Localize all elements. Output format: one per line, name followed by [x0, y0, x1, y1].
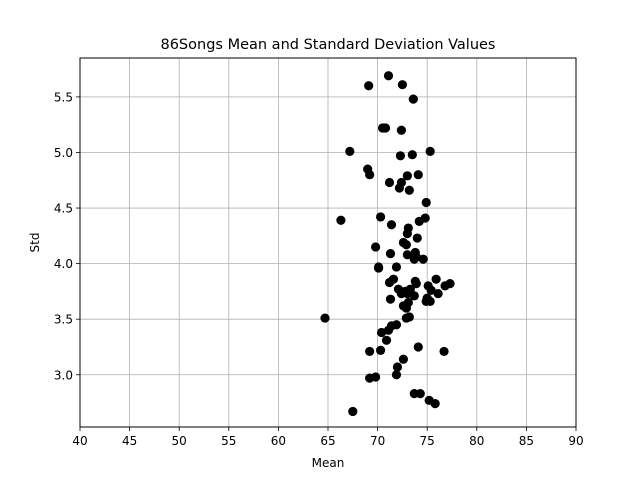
x-tick-label: 90	[568, 434, 583, 448]
scatter-point	[415, 389, 425, 399]
scatter-point	[394, 183, 405, 193]
scatter-point	[348, 406, 358, 417]
scatter-point	[439, 346, 449, 357]
scatter-point	[371, 372, 381, 382]
x-tick-label: 50	[172, 434, 187, 448]
scatter-point	[364, 81, 374, 91]
scatter-point	[383, 71, 394, 81]
y-tick-label: 5.5	[54, 90, 73, 104]
scatter-point	[409, 254, 419, 264]
y-tick-label: 3.0	[54, 368, 73, 382]
scatter-point	[383, 325, 394, 335]
y-tick-label: 4.0	[54, 257, 73, 271]
scatter-point	[336, 215, 346, 225]
scatter-point	[385, 249, 396, 259]
scatter-point	[402, 250, 412, 260]
scatter-point	[430, 399, 440, 409]
scatter-point	[420, 213, 430, 223]
x-axis-label: Mean	[312, 456, 345, 470]
scatter-point	[376, 327, 387, 338]
scatter-point	[413, 170, 423, 180]
scatter-point	[395, 151, 406, 161]
scatter-point	[345, 146, 355, 156]
y-tick-label: 4.5	[54, 202, 73, 216]
y-axis-label: Std	[28, 233, 42, 253]
x-tick-label: 65	[320, 434, 335, 448]
scatter-point	[418, 254, 428, 264]
scatter-point	[320, 313, 330, 323]
scatter-point	[425, 296, 435, 307]
x-tick-label: 75	[420, 434, 435, 448]
scatter-point	[412, 233, 422, 243]
scatter-point	[386, 220, 397, 230]
scatter-point	[401, 240, 411, 250]
scatter-point	[384, 177, 395, 188]
scatter-point	[375, 345, 386, 355]
scatter-point	[409, 291, 419, 301]
scatter-point	[384, 277, 395, 288]
x-tick-label: 55	[221, 434, 236, 448]
scatter-point	[392, 362, 403, 372]
scatter-point	[431, 274, 441, 284]
scatter-point	[402, 289, 412, 299]
scatter-point	[391, 262, 402, 272]
y-tick-label: 5.0	[54, 146, 73, 160]
scatter-point	[407, 150, 417, 160]
scatter-point	[411, 279, 421, 289]
x-axis-ticks: 40 45 50 55 60 65 70 75 80 85 90	[72, 427, 584, 448]
scatter-point	[433, 289, 443, 299]
scatter-point	[445, 279, 455, 289]
scatter-point	[380, 123, 391, 133]
scatter-point	[425, 146, 435, 156]
scatter-point	[365, 170, 375, 180]
x-tick-label: 40	[72, 434, 87, 448]
scatter-point	[371, 242, 381, 252]
scatter-point	[401, 303, 411, 313]
x-tick-label: 45	[122, 434, 137, 448]
scatter-point	[402, 171, 412, 181]
y-axis-ticks: 3.0 3.5 4.0 4.5 5.0 5.5	[54, 90, 80, 382]
scatter-point	[396, 125, 407, 135]
scatter-point	[421, 197, 431, 208]
scatter-point	[391, 370, 402, 380]
scatter-point	[375, 212, 386, 222]
scatter-point	[381, 335, 392, 345]
scatter-point	[365, 346, 375, 357]
x-tick-label: 80	[469, 434, 484, 448]
data-points	[320, 71, 455, 417]
chart-title: 86Songs Mean and Standard Deviation Valu…	[160, 37, 495, 53]
scatter-point	[408, 94, 418, 104]
scatter-point	[402, 229, 412, 239]
x-tick-label: 85	[519, 434, 534, 448]
scatter-point	[398, 354, 408, 364]
scatter-point	[401, 313, 411, 323]
scatter-point	[397, 80, 407, 90]
scatter-point	[373, 262, 384, 272]
x-tick-label: 60	[271, 434, 286, 448]
scatter-point	[385, 294, 396, 304]
x-tick-label: 70	[370, 434, 385, 448]
scatter-point	[426, 285, 436, 295]
y-tick-label: 3.5	[54, 313, 73, 327]
scatter-point	[404, 185, 414, 195]
scatter-point	[413, 342, 423, 352]
